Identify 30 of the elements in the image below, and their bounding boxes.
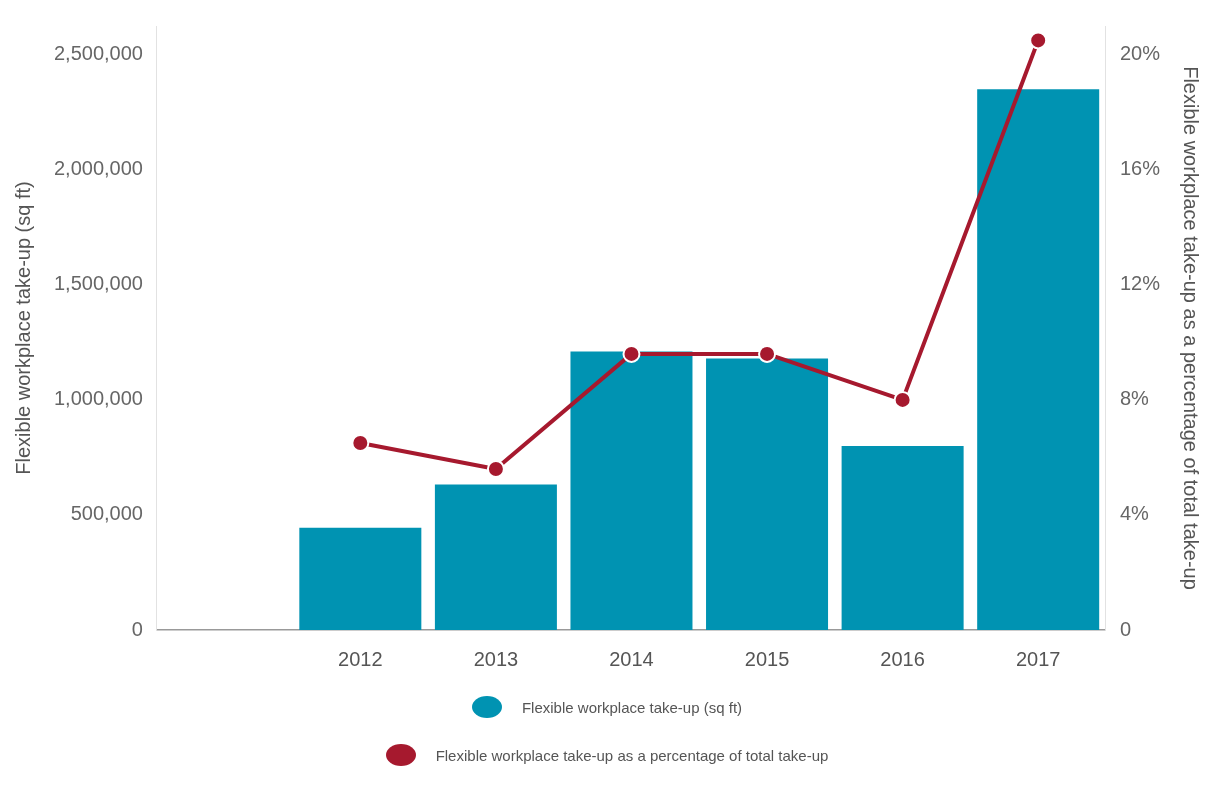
x-tick-label: 2014 — [609, 647, 654, 670]
bar — [706, 358, 829, 630]
y-tick-label: 500,000 — [70, 502, 143, 525]
x-tick-label: 2012 — [338, 647, 383, 670]
y2-tick-label: 8% — [1119, 387, 1150, 410]
bar — [841, 445, 964, 630]
x-tick-label: 2015 — [744, 647, 790, 670]
y2-tick-label: 0 — [1119, 617, 1132, 640]
y2-tick-label: 16% — [1119, 157, 1161, 180]
y-tick-label: 1,500,000 — [53, 272, 143, 295]
legend-label: Flexible workplace take-up (sq ft) — [521, 698, 743, 716]
bar — [434, 484, 557, 630]
point — [1029, 31, 1048, 50]
y-tick-label: 1,000,000 — [53, 387, 143, 410]
point — [893, 390, 912, 409]
y-axis-title: Flexible workplace take-up (sq ft) — [11, 181, 34, 475]
legend-label: Flexible workplace take-up as a percentage of total take-up — [435, 746, 829, 764]
y-tick-label: 2,500,000 — [53, 42, 143, 65]
y-tick-label: 2,000,000 — [53, 157, 143, 180]
bar — [977, 89, 1100, 630]
y-tick-label: 0 — [131, 617, 143, 640]
x-tick-label: 2013 — [473, 647, 519, 670]
y2-tick-label: 4% — [1119, 502, 1150, 525]
y2-tick-label: 12% — [1119, 272, 1161, 295]
y2-axis-title: Flexible workplace take-up as a percentage of total take-up — [1180, 66, 1203, 590]
x-tick-label: 2016 — [880, 647, 925, 670]
x-tick-label: 2017 — [1015, 647, 1061, 670]
bar — [570, 351, 693, 630]
bar — [299, 527, 422, 630]
y2-tick-label: 20% — [1119, 42, 1161, 65]
